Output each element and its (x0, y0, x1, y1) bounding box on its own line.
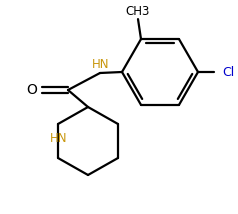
Text: HN: HN (50, 131, 68, 144)
Text: Cl: Cl (222, 65, 234, 79)
Text: CH3: CH3 (126, 4, 150, 18)
Text: HN: HN (92, 58, 110, 70)
Text: O: O (27, 83, 37, 97)
